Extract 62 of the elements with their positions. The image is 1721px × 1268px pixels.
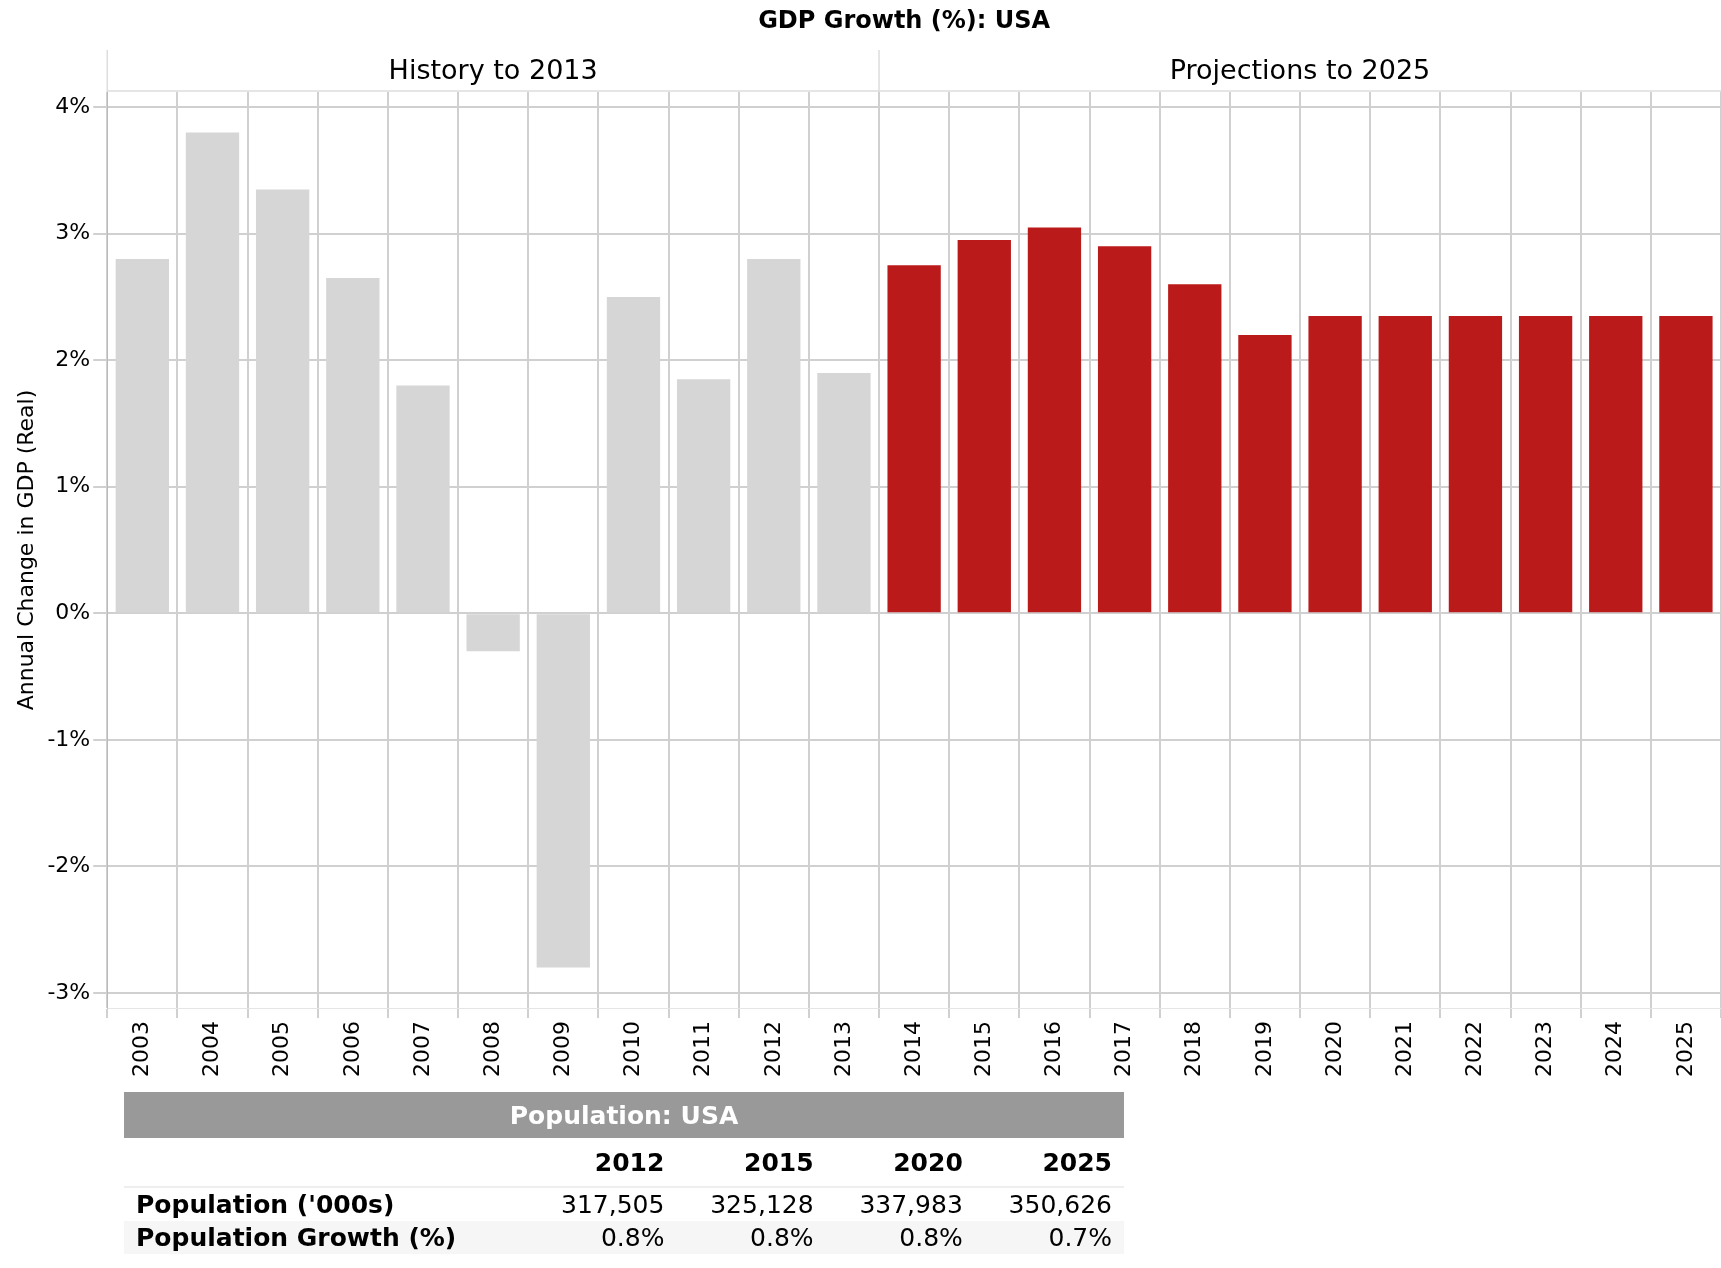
text: 350,626	[1008, 1190, 1112, 1219]
x-tick-label: 2018	[1180, 1021, 1206, 1078]
x-tick-label: 2012	[759, 1021, 785, 1078]
y-tick-label: 3%	[55, 219, 91, 245]
x-tick-label: 2023	[1531, 1021, 1557, 1078]
text: 0.8%	[899, 1223, 963, 1252]
x-tick-label: 2021	[1390, 1021, 1416, 1078]
x-tick-label: 2019	[1250, 1021, 1276, 1078]
y-tick-label: 2%	[55, 345, 91, 371]
x-tick-label: 2005	[268, 1021, 294, 1078]
category-label: 2020	[825, 1138, 975, 1187]
y-tick-label: 1%	[55, 472, 91, 498]
x-tick-label: 2008	[478, 1021, 504, 1078]
text: Population: USA	[124, 1092, 1124, 1138]
x-tick-label: 2009	[549, 1021, 575, 1078]
category-label: Population Growth (%)	[136, 1223, 457, 1252]
text: 0.8%	[750, 1223, 814, 1252]
y-tick-label: -3%	[47, 978, 91, 1004]
bar	[1589, 315, 1643, 613]
x-tick-label: 2010	[619, 1021, 645, 1078]
bar	[1659, 315, 1713, 613]
x-tick-label: 2022	[1461, 1021, 1487, 1078]
x-tick-label: 2004	[198, 1021, 224, 1078]
x-tick-label: 2015	[970, 1021, 995, 1078]
text: 337,983	[859, 1190, 963, 1219]
x-tick-label: 2014	[899, 1021, 925, 1078]
bar	[887, 265, 941, 613]
y-tick-label: 0%	[55, 598, 91, 624]
bar	[1518, 315, 1573, 613]
category-label: Population ('000s)	[136, 1190, 395, 1219]
y-tick-label: 4%	[55, 92, 91, 118]
bar	[1168, 284, 1222, 613]
text: History to 2013	[388, 54, 598, 86]
text: 325,128	[710, 1190, 814, 1219]
x-tick-label: 2007	[408, 1021, 434, 1078]
x-tick-label: 2011	[689, 1021, 715, 1078]
bar	[957, 240, 1011, 613]
category-label: 2025	[974, 1138, 1124, 1187]
x-tick-label: 2016	[1040, 1021, 1066, 1078]
bar	[1097, 246, 1152, 613]
text: Projections to 2025	[1169, 54, 1431, 86]
category-label: 2015	[676, 1138, 826, 1187]
x-tick-label: 2024	[1601, 1021, 1627, 1078]
bar	[1027, 227, 1082, 613]
text: 317,505	[561, 1190, 665, 1219]
y-tick-label: -2%	[47, 852, 91, 878]
bar	[1448, 315, 1503, 613]
bar	[1378, 315, 1432, 613]
text: 0.7%	[1048, 1223, 1112, 1252]
bar	[1308, 315, 1362, 613]
x-tick-label: 2020	[1320, 1021, 1346, 1078]
text: 0.8%	[600, 1223, 665, 1252]
x-tick-label: 2003	[128, 1021, 154, 1078]
x-tick-label: 2006	[338, 1021, 364, 1078]
chart-title: GDP Growth (%): USA	[758, 6, 1051, 35]
category-label: 2012	[527, 1138, 677, 1187]
bar	[1238, 334, 1292, 613]
x-tick-label: 2017	[1110, 1021, 1136, 1078]
x-tick-label: 2013	[829, 1021, 855, 1078]
y-axis-title: Annual Change in GDP (Real)	[12, 389, 38, 711]
y-tick-label: -1%	[47, 725, 91, 751]
x-tick-label: 2025	[1671, 1021, 1697, 1078]
